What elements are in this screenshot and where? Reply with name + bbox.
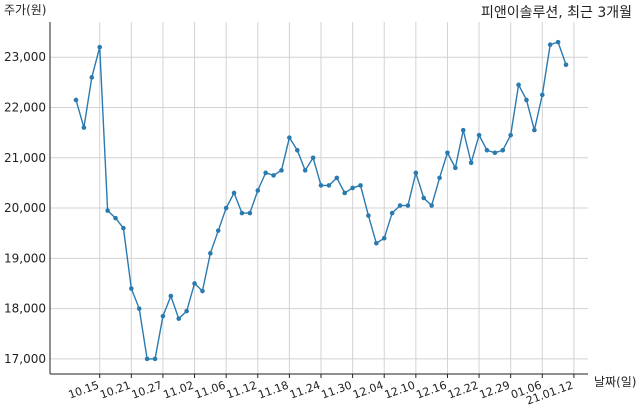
x-tick-label: 11.02 [162, 379, 196, 402]
y-tick-labels: 17,000 18,000 19,000 20,000 21,000 22,000 23,0… [4, 50, 46, 366]
data-point [555, 39, 561, 45]
data-point [508, 132, 513, 138]
x-tick-label: 12.10 [383, 379, 417, 402]
data-point [500, 147, 506, 153]
data-point [113, 215, 118, 221]
x-tick-label: 12.29 [478, 379, 512, 402]
data-point [413, 170, 419, 176]
data-point [405, 203, 411, 208]
data-point [231, 190, 237, 196]
data-point [350, 185, 355, 191]
data-point [184, 308, 189, 314]
y-tick-label: 20,000 [4, 201, 46, 215]
data-point [279, 168, 284, 173]
data-point [539, 92, 545, 98]
data-point [445, 150, 450, 156]
data-point [302, 168, 308, 173]
data-point [121, 225, 126, 231]
chart-title: 피앤이솔루션, 최근 3개월 [481, 5, 632, 21]
data-point [105, 208, 110, 213]
x-tick-label: 11.12 [225, 379, 259, 402]
data-point [476, 132, 482, 138]
data-point [453, 165, 458, 171]
data-point [223, 205, 229, 211]
x-tick-label: 12.22 [446, 379, 480, 402]
data-point [176, 316, 182, 321]
data-point [421, 195, 427, 201]
data-point [287, 135, 292, 140]
data-point [429, 203, 434, 208]
data-point [263, 170, 268, 176]
data-point [484, 147, 490, 153]
data-point [200, 288, 205, 294]
data-point [437, 175, 442, 181]
data-point [326, 183, 332, 188]
data-point [310, 155, 316, 161]
data-point [366, 213, 371, 218]
data-point [152, 356, 158, 362]
data-point [247, 210, 253, 216]
data-point [563, 62, 569, 68]
data-point [374, 240, 379, 246]
data-point [524, 97, 529, 103]
data-point [334, 175, 340, 181]
y-tick-label: 23,000 [4, 50, 46, 64]
x-axis-label: 날짜(일) [594, 375, 636, 389]
data-point [271, 173, 276, 178]
y-tick-label: 22,000 [4, 100, 46, 114]
data-point [73, 97, 79, 103]
x-tick-label: 11.24 [288, 379, 322, 402]
data-point [460, 127, 466, 133]
data-point [208, 251, 213, 256]
data-point [397, 203, 403, 208]
grid-lines [50, 22, 588, 374]
data-point [168, 293, 174, 299]
data-point [192, 281, 197, 286]
data-point [294, 147, 300, 153]
x-tick-label: 10.27 [130, 379, 164, 402]
data-point [239, 210, 245, 216]
data-point [136, 306, 142, 311]
x-tick-label: 11.18 [256, 379, 290, 402]
data-point [547, 42, 553, 47]
data-point [358, 183, 363, 188]
data-point [342, 190, 348, 196]
data-point [389, 210, 395, 216]
data-point [532, 127, 537, 133]
data-point [318, 183, 324, 188]
data-points [73, 39, 569, 362]
x-tick-label: 11.06 [193, 379, 227, 402]
data-point [492, 150, 498, 156]
y-tick-label: 17,000 [4, 352, 46, 366]
data-point [215, 228, 221, 233]
y-axis-label: 주가(원) [4, 3, 46, 17]
data-point [89, 75, 95, 80]
y-tick-label: 18,000 [4, 302, 46, 316]
data-point [516, 82, 521, 88]
x-tick-label: 10.15 [67, 379, 101, 402]
data-point [129, 286, 134, 291]
x-tick-label: 12.16 [414, 379, 448, 402]
data-point [144, 356, 150, 362]
x-tick-labels: 10.1510.2110.2711.0211.0611.1211.1811.24… [67, 379, 575, 408]
y-tick-label: 21,000 [4, 151, 46, 165]
data-point [255, 188, 261, 193]
x-tick-label: 12.04 [351, 379, 385, 402]
x-tick-label: 11.30 [320, 379, 354, 402]
data-point [468, 160, 474, 166]
data-point [160, 313, 166, 319]
data-point [97, 44, 103, 50]
x-tick-label: 10.21 [98, 379, 132, 402]
y-tick-label: 19,000 [4, 251, 46, 265]
data-point [381, 235, 387, 241]
data-point [81, 125, 87, 130]
axes [49, 22, 588, 378]
